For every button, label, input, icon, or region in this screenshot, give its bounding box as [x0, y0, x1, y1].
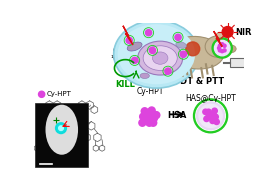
Text: KILL: KILL [115, 81, 135, 89]
Circle shape [131, 57, 138, 64]
Ellipse shape [127, 42, 142, 51]
Circle shape [126, 37, 132, 43]
Circle shape [38, 91, 45, 97]
Circle shape [204, 116, 209, 122]
Ellipse shape [205, 36, 231, 57]
Text: O₂: O₂ [113, 47, 122, 56]
Circle shape [207, 112, 212, 118]
Circle shape [210, 118, 215, 124]
Circle shape [214, 119, 219, 125]
Polygon shape [247, 60, 253, 62]
Circle shape [199, 104, 222, 127]
Circle shape [212, 108, 217, 114]
Circle shape [139, 119, 146, 126]
Circle shape [218, 46, 221, 50]
Circle shape [221, 43, 224, 46]
Circle shape [223, 44, 226, 47]
Text: ¹O₂: ¹O₂ [110, 54, 122, 63]
Ellipse shape [176, 42, 186, 48]
Circle shape [212, 38, 232, 58]
Text: Cy-HPT: Cy-HPT [46, 91, 71, 97]
Circle shape [213, 114, 218, 120]
Circle shape [146, 30, 152, 36]
Circle shape [224, 42, 228, 45]
Ellipse shape [225, 45, 236, 53]
Ellipse shape [170, 36, 224, 69]
Circle shape [186, 42, 200, 56]
Text: NIR: NIR [133, 27, 150, 36]
Ellipse shape [216, 32, 224, 39]
Circle shape [148, 107, 155, 114]
Circle shape [223, 49, 226, 52]
Ellipse shape [143, 46, 177, 70]
Circle shape [59, 126, 63, 130]
Circle shape [144, 117, 151, 124]
Circle shape [143, 115, 150, 122]
Ellipse shape [46, 105, 78, 155]
Circle shape [221, 50, 224, 53]
Circle shape [153, 112, 160, 119]
Circle shape [180, 51, 186, 57]
Circle shape [146, 119, 153, 126]
Text: NIR: NIR [235, 28, 252, 37]
Text: PDT & PTT: PDT & PTT [174, 77, 224, 86]
Ellipse shape [138, 41, 183, 75]
Ellipse shape [153, 52, 168, 64]
FancyBboxPatch shape [36, 103, 88, 167]
Circle shape [147, 111, 154, 118]
Circle shape [214, 40, 230, 56]
Circle shape [165, 68, 171, 74]
Ellipse shape [140, 73, 149, 78]
Ellipse shape [114, 20, 199, 88]
Circle shape [149, 47, 156, 53]
Text: HSA: HSA [167, 112, 187, 120]
Circle shape [196, 101, 225, 130]
Circle shape [150, 115, 157, 122]
Circle shape [211, 112, 216, 118]
Text: HAS@Cy-HPT: HAS@Cy-HPT [185, 94, 236, 103]
Circle shape [140, 113, 147, 120]
Circle shape [222, 26, 233, 37]
Circle shape [197, 102, 225, 130]
FancyBboxPatch shape [230, 58, 247, 67]
Circle shape [175, 34, 181, 40]
Circle shape [141, 108, 148, 115]
Circle shape [193, 99, 228, 133]
Text: Cy-HPT: Cy-HPT [136, 87, 164, 96]
Polygon shape [123, 26, 133, 45]
Circle shape [203, 109, 208, 115]
Circle shape [206, 114, 211, 120]
Circle shape [218, 44, 221, 47]
Ellipse shape [118, 24, 195, 84]
Circle shape [150, 119, 157, 126]
Circle shape [206, 109, 211, 115]
Circle shape [56, 123, 66, 134]
Circle shape [218, 49, 221, 52]
Polygon shape [214, 31, 222, 46]
